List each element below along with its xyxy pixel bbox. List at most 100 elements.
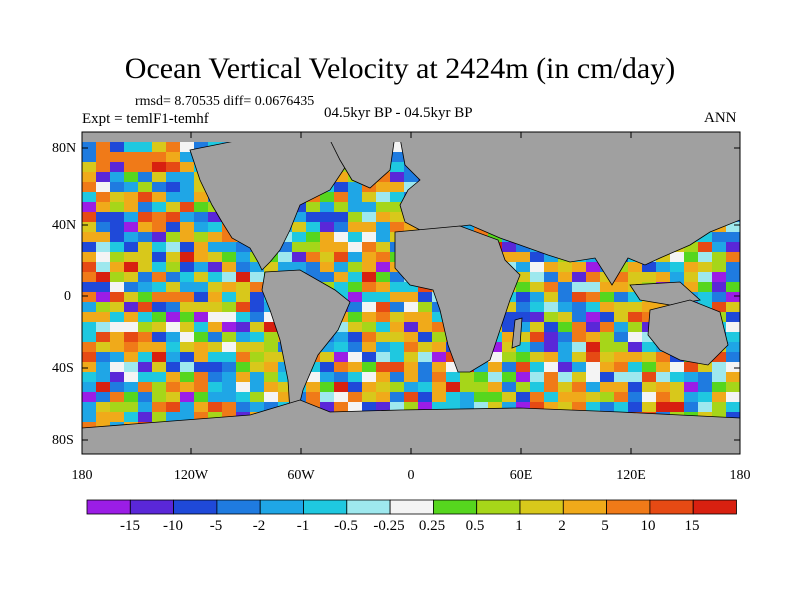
ocean-cell bbox=[628, 292, 643, 303]
ocean-cell bbox=[614, 402, 629, 413]
ocean-cell bbox=[194, 282, 209, 293]
ocean-cell bbox=[166, 212, 181, 223]
ocean-cell bbox=[222, 342, 237, 353]
ocean-cell bbox=[348, 202, 363, 213]
ocean-cell bbox=[628, 392, 643, 403]
ocean-cell bbox=[194, 232, 209, 243]
ocean-cell bbox=[96, 382, 111, 393]
ocean-cell bbox=[600, 322, 615, 333]
ocean-cell bbox=[642, 302, 657, 313]
ocean-cell bbox=[306, 362, 321, 373]
ocean-cell bbox=[600, 352, 615, 363]
ocean-cell bbox=[558, 292, 573, 303]
ocean-cell bbox=[124, 282, 139, 293]
ocean-cell bbox=[432, 342, 447, 353]
period-line: 04.5kyr BP - 04.5kyr BP bbox=[324, 105, 473, 121]
ocean-cell bbox=[124, 232, 139, 243]
ocean-cell bbox=[362, 382, 377, 393]
ocean-cell bbox=[628, 362, 643, 373]
colorbar-box bbox=[173, 499, 218, 515]
ocean-cell bbox=[96, 392, 111, 403]
ocean-cell bbox=[348, 242, 363, 253]
ocean-cell bbox=[586, 262, 601, 273]
ocean-cell bbox=[572, 382, 587, 393]
ocean-cell bbox=[222, 292, 237, 303]
ocean-cell bbox=[460, 372, 475, 383]
ocean-cell bbox=[362, 262, 377, 273]
ocean-cell bbox=[544, 352, 559, 363]
ocean-cell bbox=[348, 182, 363, 193]
ocean-cell bbox=[124, 212, 139, 223]
colorbar-box bbox=[432, 499, 478, 515]
ocean-cell bbox=[572, 402, 587, 413]
ocean-cell bbox=[166, 312, 181, 323]
ocean-cell bbox=[320, 272, 335, 283]
lat-label-0: 0 bbox=[64, 289, 71, 304]
ocean-cell bbox=[586, 312, 601, 323]
ocean-cell bbox=[432, 362, 447, 373]
colorbar-box bbox=[606, 499, 651, 515]
ocean-cell bbox=[600, 282, 615, 293]
ocean-cell bbox=[684, 362, 699, 373]
ocean-cell bbox=[516, 292, 531, 303]
ocean-cell bbox=[656, 382, 671, 393]
ocean-cell bbox=[110, 362, 125, 373]
ocean-cell bbox=[726, 302, 740, 313]
colorbar-label: -0.5 bbox=[334, 518, 358, 534]
ocean-cell bbox=[250, 272, 265, 283]
ocean-cell bbox=[698, 242, 713, 253]
ocean-cell bbox=[82, 242, 97, 253]
ocean-cell bbox=[194, 332, 209, 343]
ocean-cell bbox=[362, 372, 377, 383]
ocean-cell bbox=[376, 182, 391, 193]
ocean-cell bbox=[320, 252, 335, 263]
ocean-cell bbox=[502, 242, 517, 253]
ocean-cell bbox=[586, 272, 601, 283]
ocean-cell bbox=[404, 302, 419, 313]
colorbar-label: 15 bbox=[684, 518, 700, 534]
ocean-cell bbox=[180, 162, 195, 173]
ocean-cell bbox=[600, 312, 615, 323]
ocean-cell bbox=[418, 402, 433, 413]
ocean-cell bbox=[152, 222, 167, 233]
ocean-cell bbox=[264, 342, 279, 353]
ocean-cell bbox=[586, 392, 601, 403]
ocean-cell bbox=[502, 252, 517, 263]
ocean-cell bbox=[558, 352, 573, 363]
ocean-cell bbox=[110, 322, 125, 333]
ocean-cell bbox=[166, 352, 181, 363]
ocean-cell bbox=[82, 362, 97, 373]
ocean-cell bbox=[726, 372, 740, 383]
ocean-cell bbox=[138, 322, 153, 333]
ocean-cell bbox=[96, 232, 111, 243]
ocean-cell bbox=[698, 232, 713, 243]
ocean-cell bbox=[362, 402, 377, 413]
ocean-cell bbox=[348, 292, 363, 303]
ocean-cell bbox=[292, 212, 307, 223]
ocean-cell bbox=[152, 282, 167, 293]
ocean-cell bbox=[376, 342, 391, 353]
ocean-cell bbox=[180, 362, 195, 373]
ocean-cell bbox=[488, 372, 503, 383]
ocean-cell bbox=[432, 352, 447, 363]
ocean-cell bbox=[250, 362, 265, 373]
ocean-cell bbox=[152, 182, 167, 193]
ocean-cell bbox=[110, 152, 125, 163]
ocean-cell bbox=[376, 232, 391, 243]
ocean-cell bbox=[418, 292, 433, 303]
colorbar-box bbox=[519, 499, 564, 515]
ocean-cell bbox=[600, 392, 615, 403]
ocean-cell bbox=[138, 202, 153, 213]
ocean-cell bbox=[222, 302, 237, 313]
ocean-cell bbox=[194, 382, 209, 393]
ocean-cell bbox=[82, 402, 97, 413]
ocean-cell bbox=[362, 362, 377, 373]
ocean-cell bbox=[152, 352, 167, 363]
ocean-cell bbox=[572, 272, 587, 283]
ocean-cell bbox=[306, 222, 321, 233]
ocean-cell bbox=[404, 292, 419, 303]
ocean-cell bbox=[558, 322, 573, 333]
ocean-cell bbox=[488, 392, 503, 403]
ocean-cell bbox=[292, 252, 307, 263]
ocean-cell bbox=[110, 412, 125, 423]
